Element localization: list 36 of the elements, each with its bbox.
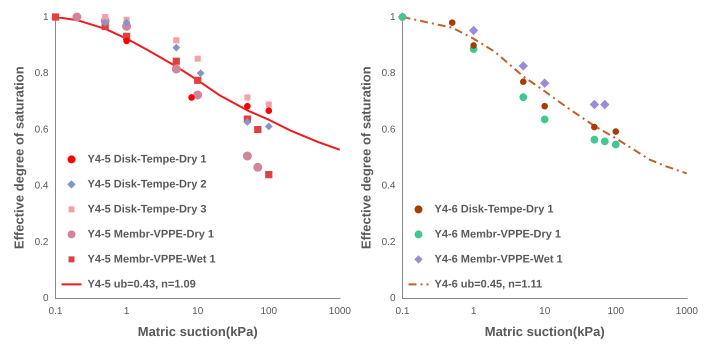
x-axis-title: Matric suction(kPa) bbox=[138, 324, 258, 339]
x-tick-label: 100 bbox=[607, 306, 625, 318]
legend-label: Y4-6 ub=0.45, n=1.11 bbox=[434, 278, 542, 290]
y-tick-label: 0.8 bbox=[34, 68, 49, 80]
x-tick-label: 10 bbox=[539, 306, 551, 318]
y-tick-label: 0.8 bbox=[382, 68, 396, 80]
legend-label: Y4-5 Disk-Tempe-Dry 1 bbox=[88, 153, 207, 166]
x-tick-label: 0.1 bbox=[48, 306, 63, 318]
y-tick-label: 0.2 bbox=[34, 236, 49, 248]
y-axis-title: Effective degree of saturation bbox=[358, 66, 374, 250]
x-tick-label: 0.1 bbox=[396, 306, 410, 318]
y-tick-label: 0.2 bbox=[382, 236, 396, 248]
y-tick-label: 0.6 bbox=[34, 124, 49, 136]
legend-label: Y4-5 Membr-VPPE-Wet 1 bbox=[88, 253, 216, 266]
y-tick-label: 1 bbox=[390, 12, 396, 23]
x-tick-label: 1 bbox=[124, 306, 130, 318]
legend-label: Y4-6 Membr-VPPE-Dry 1 bbox=[434, 228, 562, 240]
x-tick-label: 1 bbox=[470, 306, 477, 318]
legend-label: Y4-5 Membr-VPPE-Dry 1 bbox=[88, 228, 214, 240]
y-axis-title: Effective degree of saturation bbox=[11, 66, 26, 250]
legend-label: Y4-6 Disk-Tempe-Dry 1 bbox=[434, 203, 554, 216]
legend-label: Y4-5 Disk-Tempe-Dry 3 bbox=[88, 203, 207, 216]
y-tick-label: 1 bbox=[42, 12, 49, 23]
legend-label: Y4-5 Disk-Tempe-Dry 2 bbox=[88, 178, 207, 190]
y-tick-label: 0.4 bbox=[382, 180, 396, 192]
x-tick-label: 10 bbox=[192, 306, 204, 318]
legend-label: Y4-5 ub=0.43, n=1.09 bbox=[88, 278, 196, 290]
x-axis-title: Matric suction(kPa) bbox=[484, 324, 605, 339]
y-tick-label: 0.4 bbox=[34, 180, 49, 192]
y-tick-label: 0 bbox=[390, 293, 396, 304]
legend-label: Y4-6 Membr-VPPE-Wet 1 bbox=[434, 253, 563, 266]
x-tick-label: 1000 bbox=[328, 306, 352, 318]
x-tick-label: 100 bbox=[260, 306, 278, 318]
y-tick-label: 0 bbox=[42, 293, 49, 304]
y-tick-label: 0.6 bbox=[382, 124, 396, 136]
x-tick-label: 1000 bbox=[676, 306, 698, 318]
